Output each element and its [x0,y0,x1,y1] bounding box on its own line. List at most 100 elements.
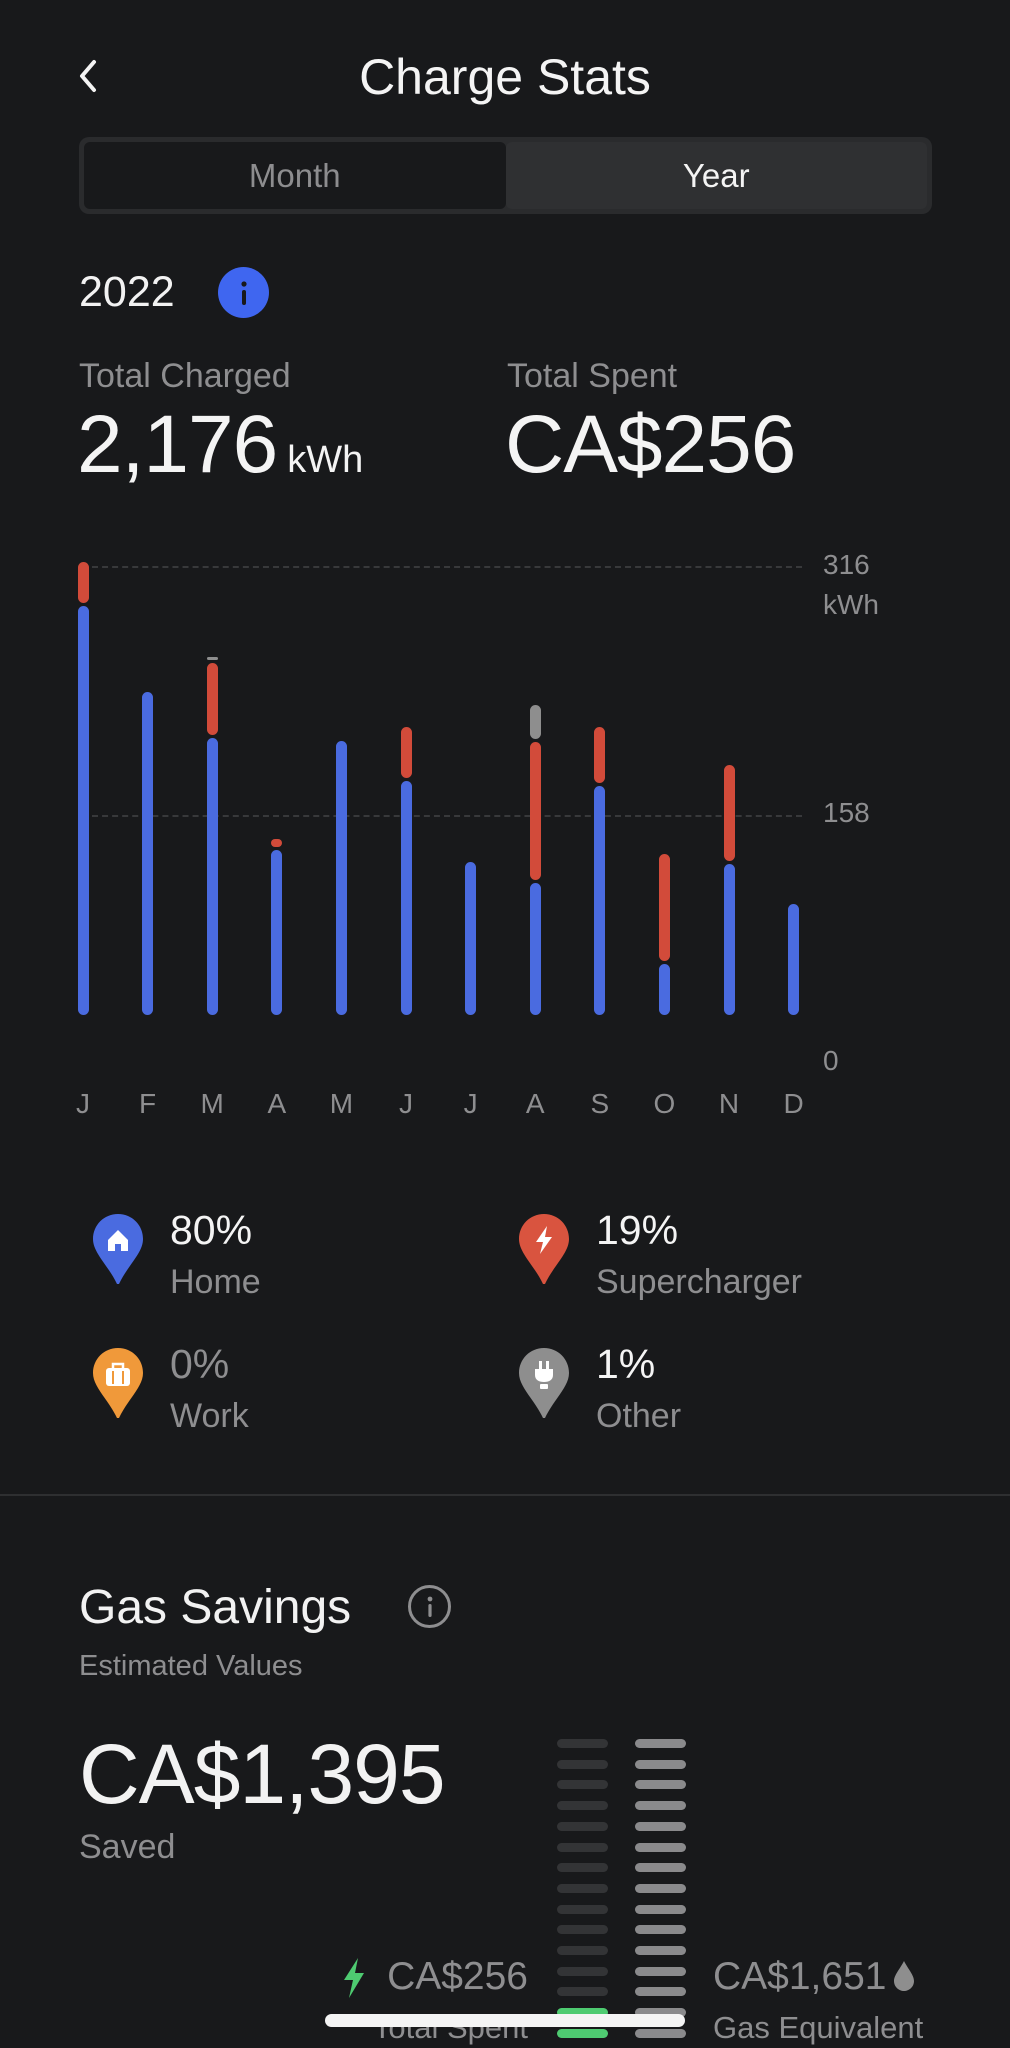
info-icon [240,280,247,305]
gas-meter-dash [635,1966,686,1976]
bar-segment-home [788,904,800,1015]
tab-year[interactable]: Year [505,142,927,209]
bolt-icon [344,1958,364,1998]
gas-equivalent-label: Gas Equivalent [713,2010,924,2045]
gas-savings-title: Gas Savings [79,1581,352,1634]
gas-meter-dash [635,2008,686,2018]
briefcase-pin-icon [93,1348,143,1418]
chevron-left-icon [80,60,96,92]
gas-meter-dash [635,1739,686,1748]
gridline-top [92,566,802,568]
gas-saved-value: CA$1,395 [79,1727,446,1821]
bar-segment-supercharger [271,838,283,848]
year-info-button[interactable] [218,267,269,318]
y-axis-zero: 0 [823,1045,839,1076]
gas-meter-dash [635,1842,686,1852]
y-axis-max: 316 [823,549,870,580]
month-label: F [139,1088,157,1119]
legend-work: 0% Work [92,1341,512,1457]
legend-work-pct: 0% [170,1341,230,1387]
electric-meter-dash [557,1842,608,1852]
legend-other-name: Other [596,1397,682,1435]
electric-meter-dash [557,1759,608,1769]
month-label: J [463,1088,478,1119]
electric-meter-dash [557,1966,608,1976]
electric-meter-dash [557,1863,608,1873]
gas-meter-dash [635,1801,686,1811]
info-icon [427,1596,432,1617]
gas-equivalent-value: CA$1,651 [713,1955,887,1998]
gas-meter-dash [635,1925,686,1935]
electric-meter-dash [557,1801,608,1811]
electric-meter-dash [557,1904,608,1914]
bar-segment-home [529,882,541,1015]
bar-segment-home [142,692,154,1015]
bolt-pin-icon [519,1214,569,1284]
legend-other-pct: 1% [596,1341,656,1387]
bar-segment-home [206,737,218,1015]
gas-savings-subtitle: Estimated Values [79,1650,303,1682]
total-charged-unit: kWh [287,439,364,481]
gas-meter-dash [635,1759,686,1769]
legend-supercharger-pct: 19% [596,1207,679,1253]
electric-meter-dash [557,1925,608,1935]
legend-other: 1% Other [518,1341,938,1457]
bar-segment-home [723,864,735,1015]
tab-month[interactable]: Month [84,142,506,209]
electric-meter-dash [557,1946,608,1955]
month-label: A [267,1088,287,1119]
legend-supercharger: 19% Supercharger [518,1207,938,1323]
plug-pin-icon [519,1348,569,1418]
gas-saved-label: Saved [79,1828,176,1866]
bar-segment-home [335,740,347,1015]
home-pin-icon [93,1214,143,1284]
gas-meter-dash [635,2028,686,2038]
month-label: M [329,1088,354,1119]
electric-meter-dash [557,1739,608,1748]
period-segmented-control: Month Year [79,137,932,214]
electric-meter-dash [557,1821,608,1831]
legend-home-pct: 80% [170,1207,253,1253]
fuel-drop-icon [894,1961,914,1991]
electric-meter-dash [557,1780,608,1790]
bar-segment-supercharger [77,561,89,603]
bar-segment-other [529,705,541,740]
electric-meter-dash [557,2028,608,2038]
bar-segment-home [77,605,89,1015]
electric-meter-dash [557,1987,608,1997]
bar-segment-home [465,861,477,1015]
legend-home: 80% Home [92,1207,512,1323]
total-spent-value: CA$256 [505,399,796,490]
bar-segment-supercharger [206,662,218,735]
y-axis-mid: 158 [823,797,870,828]
back-button[interactable] [72,52,108,100]
home-indicator[interactable] [325,2014,685,2027]
gas-meter-dash [635,1780,686,1790]
bar-segment-home [658,963,670,1015]
bar-segment-supercharger [658,854,670,961]
month-label: S [590,1088,610,1119]
electric-meter-dash [557,1883,608,1893]
bar-segment-other [206,656,218,660]
gas-meter-dash [635,1863,686,1873]
section-divider [0,1494,1010,1496]
bar-segment-supercharger [723,764,735,862]
gas-meter-dash [635,1821,686,1831]
y-axis-unit: kWh [823,589,879,620]
month-label: N [718,1088,740,1119]
electric-meter-dash [557,2008,608,2018]
legend-work-name: Work [170,1397,249,1435]
gas-savings-info-button[interactable] [408,1585,451,1628]
gas-meter-dash [635,1946,686,1955]
month-label: J [76,1088,90,1119]
month-label: A [525,1088,545,1119]
legend-supercharger-name: Supercharger [596,1263,803,1301]
total-spent-label: Total Spent [507,357,678,395]
month-label: M [200,1088,224,1119]
month-label: D [783,1088,804,1119]
gas-meter-dash [635,1883,686,1893]
total-charged-value: 2,176 kWh [77,398,363,492]
electric-spent-value: CA$256 [387,1955,528,1998]
gridline-mid [92,815,802,817]
bar-segment-home [594,786,606,1015]
